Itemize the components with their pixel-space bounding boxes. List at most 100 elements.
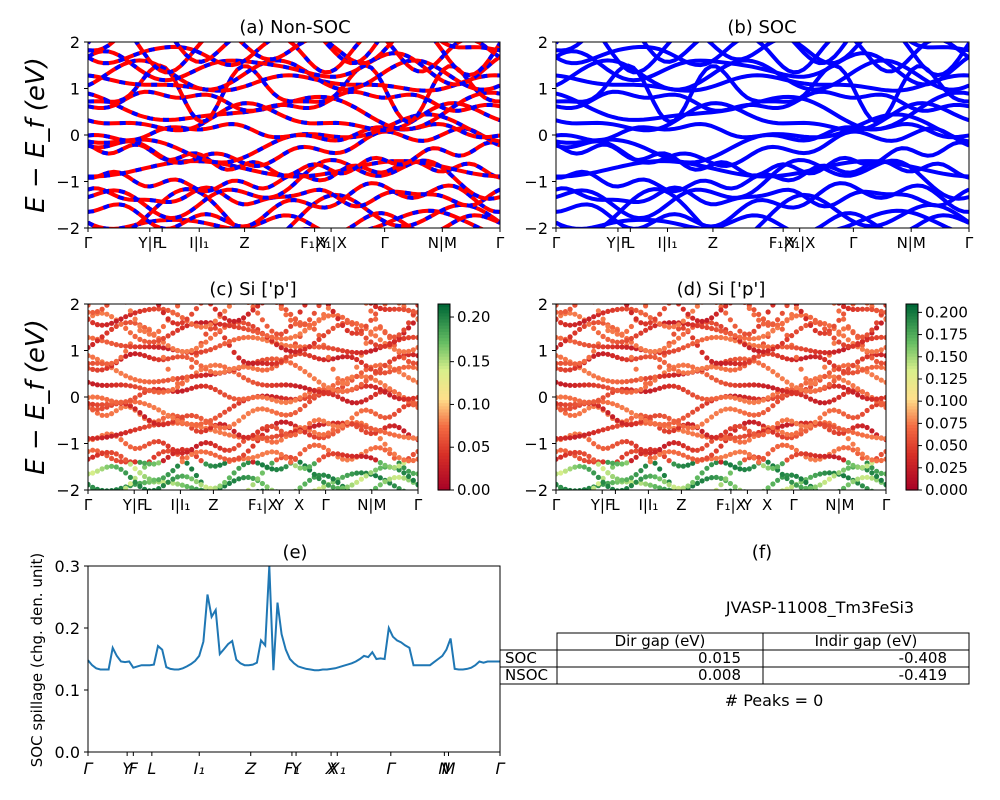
y-tick-label: −1 — [56, 173, 80, 192]
band-point — [775, 353, 781, 359]
band-point — [203, 296, 208, 301]
band-point — [377, 305, 383, 312]
band-point — [415, 404, 418, 411]
band-point — [179, 380, 185, 386]
band-point — [567, 310, 573, 316]
band-point — [652, 449, 658, 455]
band-point — [377, 362, 383, 368]
band-point — [241, 396, 247, 402]
band-point — [127, 344, 133, 350]
band-point — [198, 320, 204, 326]
band-point — [661, 373, 668, 379]
band-point — [222, 447, 228, 453]
band-point — [567, 487, 573, 490]
band-point — [737, 396, 743, 403]
band-point — [878, 477, 884, 483]
band-point — [94, 406, 100, 412]
band-point — [160, 458, 166, 464]
band-point — [311, 429, 317, 435]
band-point — [699, 478, 705, 484]
band-point — [401, 488, 407, 490]
band-point — [756, 343, 762, 349]
band-point — [278, 419, 284, 425]
band-point — [401, 457, 407, 463]
band-point — [142, 486, 148, 490]
band-point — [874, 307, 880, 313]
band-point — [358, 476, 364, 482]
band-point — [283, 328, 289, 334]
band-point — [264, 424, 270, 430]
band-point — [751, 312, 757, 318]
band-point — [699, 349, 705, 355]
band-point — [274, 394, 280, 400]
band-point — [709, 456, 715, 462]
band-point — [156, 389, 162, 395]
band-point — [241, 358, 247, 365]
band-point — [643, 380, 649, 387]
band-point — [283, 336, 289, 342]
band-point — [695, 501, 700, 506]
band-point — [344, 317, 350, 323]
band-point — [826, 470, 833, 476]
band-point — [836, 308, 842, 314]
band-point — [363, 340, 369, 346]
band-point — [732, 407, 738, 413]
band-point — [676, 425, 682, 431]
band-point — [817, 471, 823, 477]
band-point — [250, 365, 256, 371]
band-point — [311, 326, 317, 332]
band-point — [88, 448, 91, 455]
band-point — [803, 451, 809, 457]
band-point — [700, 498, 705, 503]
band-point — [619, 389, 625, 395]
band-point — [742, 335, 748, 341]
band-point — [406, 473, 412, 479]
band-point — [845, 337, 851, 343]
band-point — [727, 367, 734, 373]
band-point — [680, 443, 686, 449]
band-point — [836, 455, 842, 461]
band-point — [156, 306, 162, 312]
band-point — [94, 394, 100, 400]
band-point — [104, 304, 110, 308]
band-point — [874, 320, 880, 326]
band-point — [142, 401, 148, 407]
band-point — [363, 304, 369, 306]
band-point — [817, 482, 823, 488]
band-point — [765, 348, 771, 354]
band-point — [661, 345, 668, 351]
band-point — [127, 481, 133, 487]
band-point — [718, 408, 724, 414]
band-point — [808, 289, 813, 294]
band-point — [831, 349, 837, 355]
band-point — [90, 341, 96, 348]
band-point — [633, 421, 639, 427]
band-point — [255, 460, 261, 466]
band-point — [690, 460, 696, 466]
colorbar-tick-label: 0.100 — [925, 392, 968, 410]
band-point — [349, 280, 354, 285]
band-point — [170, 480, 176, 486]
band-point — [88, 309, 91, 315]
band-point — [297, 322, 303, 328]
y-tick-label: 1 — [538, 342, 548, 361]
band-point — [798, 312, 804, 318]
band-point — [335, 428, 341, 434]
band-point — [595, 461, 602, 467]
band-point — [666, 449, 672, 455]
band-point — [676, 368, 682, 375]
panel-c: (c) Si ['p'] 210−1−2 Γ Y|FL I|I₁ Z F₁|XY X Γ N|… — [56, 279, 490, 514]
band-point — [671, 366, 677, 372]
band-point — [605, 399, 611, 406]
band-point — [694, 480, 701, 486]
band-point — [595, 481, 602, 487]
colorbar-segment — [438, 322, 450, 327]
colorbar-segment — [438, 412, 450, 417]
band-point — [406, 468, 412, 474]
band-point — [147, 286, 152, 291]
band-point — [713, 410, 719, 417]
band-point — [803, 277, 808, 282]
band-point — [680, 423, 686, 429]
band-point — [704, 455, 710, 461]
band-point — [751, 455, 757, 461]
